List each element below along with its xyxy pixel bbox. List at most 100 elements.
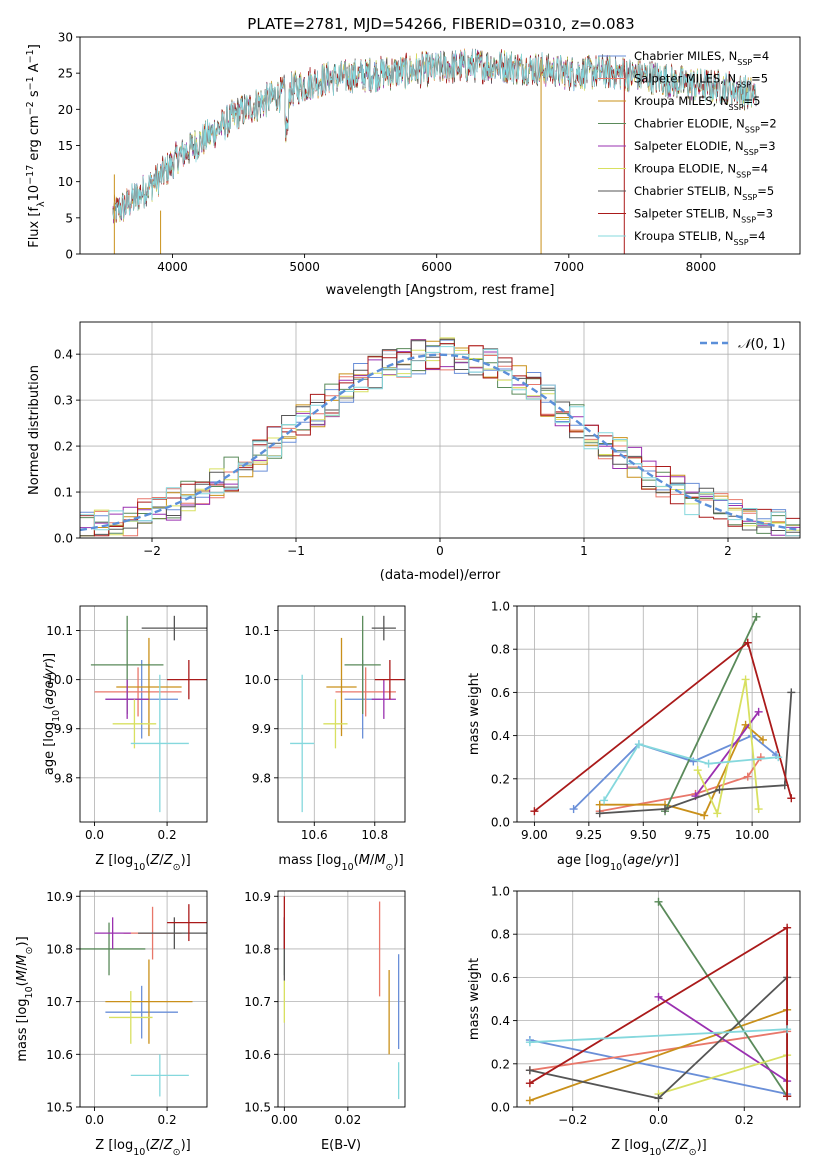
x-tick-label: 0.2: [158, 1113, 177, 1127]
y-tick-label: 0.0: [54, 532, 73, 546]
y-tick-label: 9.9: [54, 722, 73, 736]
legend-label: Chabrier MILES, NSSP=4: [634, 49, 769, 67]
errorbar-point: [130, 1054, 189, 1097]
errorbar-point: [141, 615, 207, 641]
errorbar-point: [112, 699, 157, 749]
x-tick-label: 0.2: [158, 828, 177, 842]
legend-label: Salpeter STELIB, NSSP=3: [634, 207, 773, 225]
y-axis-label: age [log10(age/yr)]: [42, 653, 62, 775]
y-tick-label: 0.4: [54, 348, 73, 362]
x-tick-label: 9.00: [521, 828, 548, 842]
y-tick-label: 10.1: [244, 624, 271, 638]
x-tick-label: 7000: [554, 260, 585, 274]
x-tick-label: 10.00: [735, 828, 769, 842]
errorbar-point: [109, 991, 153, 1044]
y-tick-label: 9.9: [252, 722, 271, 736]
errorbar-point: [326, 637, 357, 737]
y-tick-label: 10: [58, 175, 73, 189]
y-tick-label: 0: [65, 248, 73, 262]
y-tick-label: 10.5: [46, 1101, 73, 1115]
y-tick-label: 0.4: [491, 729, 510, 743]
y-tick-label: 1.0: [491, 600, 510, 614]
plot-area: [80, 337, 800, 537]
x-tick-label: −1: [287, 544, 305, 558]
figure-title: PLATE=2781, MJD=54266, FIBERID=0310, z=0…: [247, 15, 634, 33]
weight-line: [696, 679, 760, 817]
errorbar-point: [371, 679, 396, 719]
y-tick-label: 10.0: [244, 673, 271, 687]
y-tick-label: 0.8: [491, 928, 510, 942]
x-tick-label: −2: [143, 544, 161, 558]
x-tick-label: 0.0: [85, 1113, 104, 1127]
histogram-step: [80, 343, 800, 537]
weight-line: [533, 641, 793, 812]
panel-weight_vs_Z: −0.2 0.0 0.2 0.0 0.2 0.4 0.6 0.8 1.0 Z [log10(Z/Z…: [467, 885, 801, 1158]
y-tick-label: 0.0: [491, 1101, 510, 1115]
weight-line: [603, 743, 779, 801]
plot-area: [80, 904, 207, 1097]
x-tick-label: 0.0: [649, 1113, 668, 1127]
x-tick-label: −0.2: [558, 1113, 587, 1127]
weight-line: [694, 711, 760, 797]
legend-label: Chabrier STELIB, NSSP=5: [634, 184, 774, 202]
normal-curve: [80, 353, 800, 532]
errorbar-point: [116, 637, 182, 737]
panel-mass_vs_EBV: 0.00 0.02 10.5 10.6 10.7 10.8 10.9 E(B-V): [244, 890, 406, 1153]
legend-label: Kroupa MILES, NSSP=5: [634, 94, 760, 112]
x-tick-label: 0.2: [735, 1113, 754, 1127]
y-tick-label: 10.8: [46, 942, 73, 956]
y-tick-label: 0.3: [54, 394, 73, 408]
weight-line: [664, 616, 758, 812]
x-axis-label: E(B-V): [321, 1138, 361, 1153]
y-tick-label: 10.7: [46, 995, 73, 1009]
legend-label: Kroupa STELIB, NSSP=4: [634, 229, 765, 247]
legend-label: Salpeter MILES, NSSP=5: [634, 72, 768, 90]
errorbar-point: [94, 917, 131, 949]
weight-line: [529, 1030, 788, 1072]
errorbar-point: [105, 985, 178, 1039]
x-axis-label: Z [log10(Z/Z⊙)]: [95, 1138, 190, 1158]
y-tick-label: 10.9: [46, 890, 73, 904]
y-axis-label: mass weight: [467, 958, 482, 1040]
y-tick-label: 25: [58, 67, 73, 81]
errorbar-point: [167, 660, 207, 700]
x-axis-label: wavelength [Angstrom, rest frame]: [326, 283, 555, 298]
axes-frame: [79, 605, 208, 823]
legend-label: Kroupa ELODIE, NSSP=4: [634, 162, 768, 180]
y-tick-label: 0.2: [491, 772, 510, 786]
x-tick-label: 9.75: [684, 828, 711, 842]
errorbar-point: [167, 904, 207, 942]
plot-area: [90, 615, 207, 813]
errorbar-point: [335, 667, 396, 717]
y-tick-label: 0.8: [491, 643, 510, 657]
errorbar-point: [130, 674, 189, 813]
y-tick-label: 0.2: [54, 440, 73, 454]
y-axis-label: Flux [fλ10−17 erg cm−2 s−1 A−1]: [25, 44, 47, 248]
x-tick-label: 1: [580, 544, 588, 558]
y-axis-label: mass [log10(M/M⊙)]: [15, 936, 35, 1061]
axes-frame: [277, 605, 406, 823]
errorbar-point: [105, 959, 193, 1044]
y-tick-label: 20: [58, 103, 73, 117]
y-tick-label: 0.6: [491, 686, 510, 700]
legend-label: Salpeter ELODIE, NSSP=3: [634, 139, 776, 157]
y-tick-label: 10.6: [46, 1048, 73, 1062]
errorbar-point: [371, 615, 396, 641]
x-tick-label: 0: [436, 544, 444, 558]
x-axis-label: Z [log10(Z/Z⊙)]: [611, 1138, 706, 1158]
y-tick-label: 0.6: [491, 971, 510, 985]
y-tick-label: 9.8: [252, 771, 271, 785]
x-tick-label: 4000: [157, 260, 188, 274]
y-tick-label: 10.0: [46, 673, 73, 687]
weight-line: [529, 1008, 788, 1102]
y-tick-label: 10.1: [46, 624, 73, 638]
axes-frame: [516, 605, 801, 823]
plot-area: [112, 48, 757, 254]
errorbar-point: [80, 922, 146, 976]
legend-label: 𝒩(0, 1): [738, 337, 785, 352]
x-tick-label: 6000: [421, 260, 452, 274]
y-tick-label: 10.7: [244, 995, 271, 1009]
x-tick-label: 10.8: [361, 828, 388, 842]
axes-frame: [79, 890, 208, 1108]
weight-line: [657, 901, 788, 1097]
